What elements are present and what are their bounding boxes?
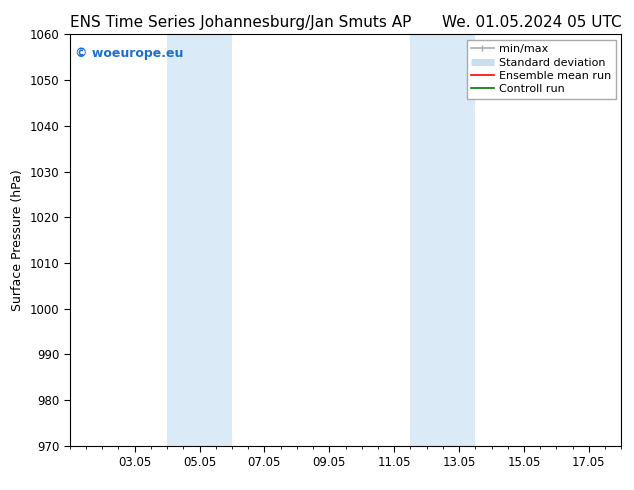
Legend: min/max, Standard deviation, Ensemble mean run, Controll run: min/max, Standard deviation, Ensemble me… <box>467 40 616 99</box>
Y-axis label: Surface Pressure (hPa): Surface Pressure (hPa) <box>11 169 24 311</box>
Text: We. 01.05.2024 05 UTC: We. 01.05.2024 05 UTC <box>442 15 621 30</box>
Text: © woeurope.eu: © woeurope.eu <box>75 47 184 60</box>
Text: ENS Time Series Johannesburg/Jan Smuts AP: ENS Time Series Johannesburg/Jan Smuts A… <box>70 15 411 30</box>
Bar <box>167 34 232 446</box>
Bar <box>410 34 476 446</box>
